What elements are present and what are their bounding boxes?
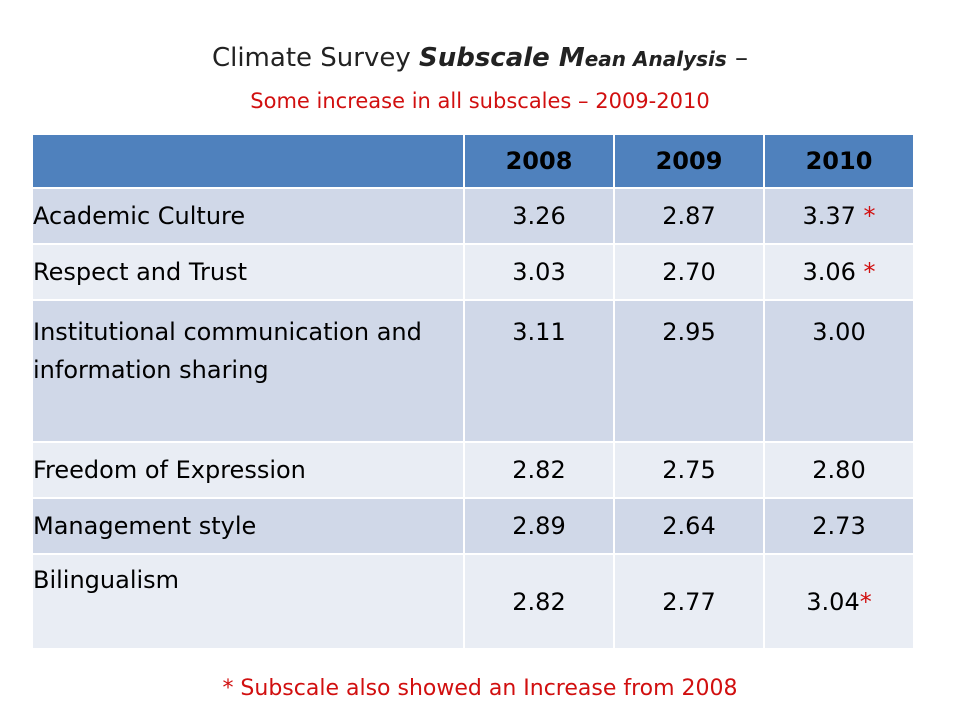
header-cell-2009: 2009 (613, 133, 765, 189)
value-2010-number: 3.37 (802, 202, 864, 230)
value-2010: 3.37 * (763, 187, 915, 245)
header-cell-2008: 2008 (463, 133, 615, 189)
value-2008: 2.82 (463, 441, 615, 499)
value-2010-number: 3.04 (806, 587, 860, 616)
footnote: * Subscale also showed an Increase from … (222, 676, 738, 701)
value-2010-number: 2.73 (812, 512, 866, 540)
title-text-bold-italic: Subscale M (418, 43, 585, 73)
value-2009: 2.77 (613, 553, 765, 650)
table-row: Academic Culture 3.26 2.87 3.37 * (31, 187, 915, 245)
title-text-plain: Climate Survey (211, 43, 419, 73)
subscale-table: 2008 2009 2010 Academic Culture 3.26 2.8… (31, 133, 915, 650)
value-2008: 3.11 (463, 299, 615, 443)
value-2010: 3.06 * (763, 243, 915, 301)
row-label: Academic Culture (31, 187, 465, 245)
increase-marker: * (859, 587, 872, 616)
value-2008: 2.89 (463, 497, 615, 555)
value-2009: 2.75 (613, 441, 765, 499)
table-row: Institutional communication and informat… (31, 299, 915, 443)
value-2010: 2.80 (763, 441, 915, 499)
value-2010: 3.00 (763, 299, 915, 443)
table-row: Bilingualism 2.82 2.77 3.04* (31, 553, 915, 650)
table-row: Management style 2.89 2.64 2.73 (31, 497, 915, 555)
header-cell-empty (31, 133, 465, 189)
title-text-bold-italic-small: ean Analysis (584, 47, 727, 71)
increase-marker: * (863, 258, 876, 286)
value-2008: 3.03 (463, 243, 615, 301)
slide-subtitle: Some increase in all subscales – 2009-20… (250, 89, 710, 113)
value-2009: 2.87 (613, 187, 765, 245)
row-label: Bilingualism (31, 553, 465, 650)
value-2010: 2.73 (763, 497, 915, 555)
slide-title: Climate Survey Subscale Mean Analysis – (0, 40, 960, 77)
value-2008: 2.82 (463, 553, 615, 650)
value-2009: 2.95 (613, 299, 765, 443)
value-2008: 3.26 (463, 187, 615, 245)
row-label: Respect and Trust (31, 243, 465, 301)
row-label: Institutional communication and informat… (31, 299, 465, 443)
header-cell-2010: 2010 (763, 133, 915, 189)
value-2010: 3.04* (763, 553, 915, 650)
table-header-row: 2008 2009 2010 (31, 133, 915, 189)
value-2009: 2.70 (613, 243, 765, 301)
row-label: Freedom of Expression (31, 441, 465, 499)
value-2010-number: 3.00 (812, 318, 866, 346)
value-2010-number: 2.80 (812, 456, 866, 484)
row-label: Management style (31, 497, 465, 555)
table-row: Freedom of Expression 2.82 2.75 2.80 (31, 441, 915, 499)
value-2009: 2.64 (613, 497, 765, 555)
title-text-dash: – (726, 43, 749, 73)
increase-marker: * (863, 202, 876, 230)
table-row: Respect and Trust 3.03 2.70 3.06 * (31, 243, 915, 301)
value-2010-number: 3.06 (802, 258, 864, 286)
